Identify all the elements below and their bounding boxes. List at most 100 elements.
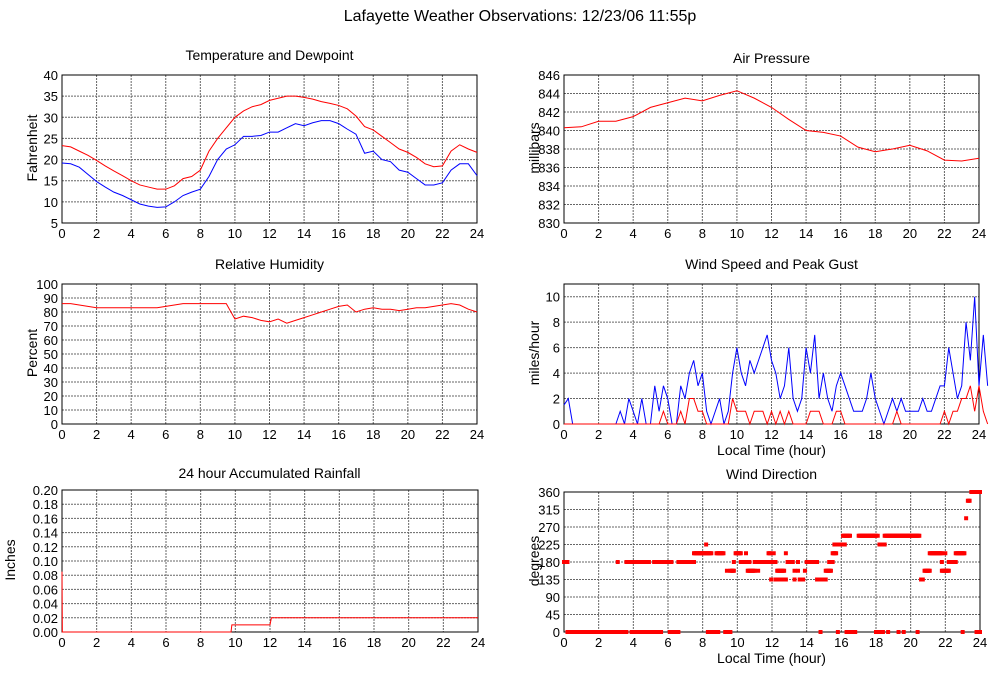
main-title: Lafayette Weather Observations: 12/23/06… xyxy=(343,8,697,25)
x-tick-label: 24 xyxy=(973,635,987,650)
data-point xyxy=(835,630,840,634)
data-point xyxy=(960,630,965,634)
x-tick-label: 14 xyxy=(799,226,813,241)
data-point xyxy=(901,630,906,634)
data-point xyxy=(747,560,752,564)
chart-panel: 0 2 4 6 8 10 12 14 16 18 20 22 240102030405060708090… xyxy=(36,277,484,442)
chart-title: Wind Speed and Peak Gust xyxy=(685,256,858,272)
x-tick-label: 10 xyxy=(730,427,744,442)
x-tick-label: 2 xyxy=(93,427,100,442)
y-tick-label: 60 xyxy=(44,333,58,348)
y-tick-label: 135 xyxy=(538,573,560,588)
x-tick-label: 24 xyxy=(470,427,484,442)
x-tick-label: 4 xyxy=(128,635,135,650)
x-tick-label: 24 xyxy=(972,427,986,442)
y-tick-label: 40 xyxy=(44,68,58,83)
data-point xyxy=(877,630,882,634)
x-tick-label: 10 xyxy=(730,226,744,241)
x-tick-label: 14 xyxy=(799,635,813,650)
x-tick-label: 0 xyxy=(560,427,567,442)
x-tick-label: 12 xyxy=(764,427,778,442)
series-line xyxy=(563,90,980,162)
data-point xyxy=(771,551,776,556)
data-point xyxy=(744,551,748,556)
data-point xyxy=(842,542,847,547)
x-tick-label: 8 xyxy=(699,635,706,650)
y-tick-label: 0.14 xyxy=(33,526,58,541)
data-point xyxy=(853,630,858,634)
y-tick-label: 25 xyxy=(44,131,58,146)
plot-frame xyxy=(61,74,478,224)
y-tick-label: 5 xyxy=(51,216,58,231)
x-tick-label: 18 xyxy=(366,427,380,442)
data-point xyxy=(646,560,651,564)
data-point xyxy=(655,560,660,564)
x-tick-label: 8 xyxy=(699,427,706,442)
data-point xyxy=(953,560,958,564)
y-tick-label: 0 xyxy=(553,625,560,640)
x-tick-label: 18 xyxy=(366,226,380,241)
data-point xyxy=(782,568,787,573)
y-tick-label: 80 xyxy=(44,305,58,320)
data-point xyxy=(792,577,797,582)
plot-frame xyxy=(61,489,479,633)
x-tick-label: 14 xyxy=(297,635,311,650)
x-tick-label: 10 xyxy=(228,226,242,241)
y-tick-label: 836 xyxy=(538,161,560,176)
y-tick-label: 225 xyxy=(538,538,560,553)
x-tick-label: 12 xyxy=(262,427,276,442)
x-tick-label: 2 xyxy=(93,635,100,650)
series-line xyxy=(61,95,478,190)
x-tick-label: 16 xyxy=(833,427,847,442)
y-tick-label: 0 xyxy=(51,417,58,432)
data-point xyxy=(964,516,969,521)
y-tick-label: 35 xyxy=(44,89,58,104)
data-point xyxy=(792,568,797,573)
series-line xyxy=(563,296,989,426)
data-point xyxy=(615,560,620,564)
y-tick-label: 90 xyxy=(44,291,58,306)
data-point xyxy=(978,630,982,634)
x-tick-label: 6 xyxy=(162,226,169,241)
x-tick-label: 12 xyxy=(263,635,277,650)
data-point xyxy=(752,568,757,573)
x-tick-label: 6 xyxy=(162,427,169,442)
data-point xyxy=(659,630,664,634)
data-point xyxy=(886,630,891,634)
x-tick-label: 10 xyxy=(228,635,242,650)
y-tick-label: 846 xyxy=(538,68,560,83)
data-point xyxy=(731,560,736,564)
x-tick-label: 18 xyxy=(868,427,882,442)
data-point xyxy=(978,490,982,494)
data-point xyxy=(920,577,925,582)
y-tick-label: 70 xyxy=(44,319,58,334)
data-point xyxy=(773,560,778,564)
y-tick-label: 45 xyxy=(546,608,560,623)
data-point xyxy=(783,551,788,556)
x-tick-label: 2 xyxy=(595,635,602,650)
data-point xyxy=(624,630,629,634)
chart-title: Air Pressure xyxy=(732,50,811,66)
y-tick-label: 315 xyxy=(538,503,560,518)
data-point xyxy=(783,577,788,582)
y-tick-label: 50 xyxy=(44,347,58,362)
x-tick-label: 2 xyxy=(595,226,602,241)
y-tick-label: 832 xyxy=(538,198,560,213)
plot-frame xyxy=(61,283,478,425)
x-tick-label: 22 xyxy=(937,427,951,442)
x-tick-label: 0 xyxy=(560,635,567,650)
data-point xyxy=(769,577,774,582)
x-tick-label: 24 xyxy=(470,226,484,241)
data-point xyxy=(848,533,852,538)
data-point xyxy=(692,560,696,564)
y-tick-label: 10 xyxy=(546,290,560,305)
data-point xyxy=(915,630,920,634)
x-tick-label: 24 xyxy=(972,226,986,241)
y-tick-label: 20 xyxy=(44,153,58,168)
y-tick-label: 0.06 xyxy=(33,582,58,597)
data-point xyxy=(721,551,726,556)
x-tick-label: 10 xyxy=(228,427,242,442)
y-tick-label: 8 xyxy=(553,315,560,330)
chart-title: Wind Direction xyxy=(725,466,818,482)
